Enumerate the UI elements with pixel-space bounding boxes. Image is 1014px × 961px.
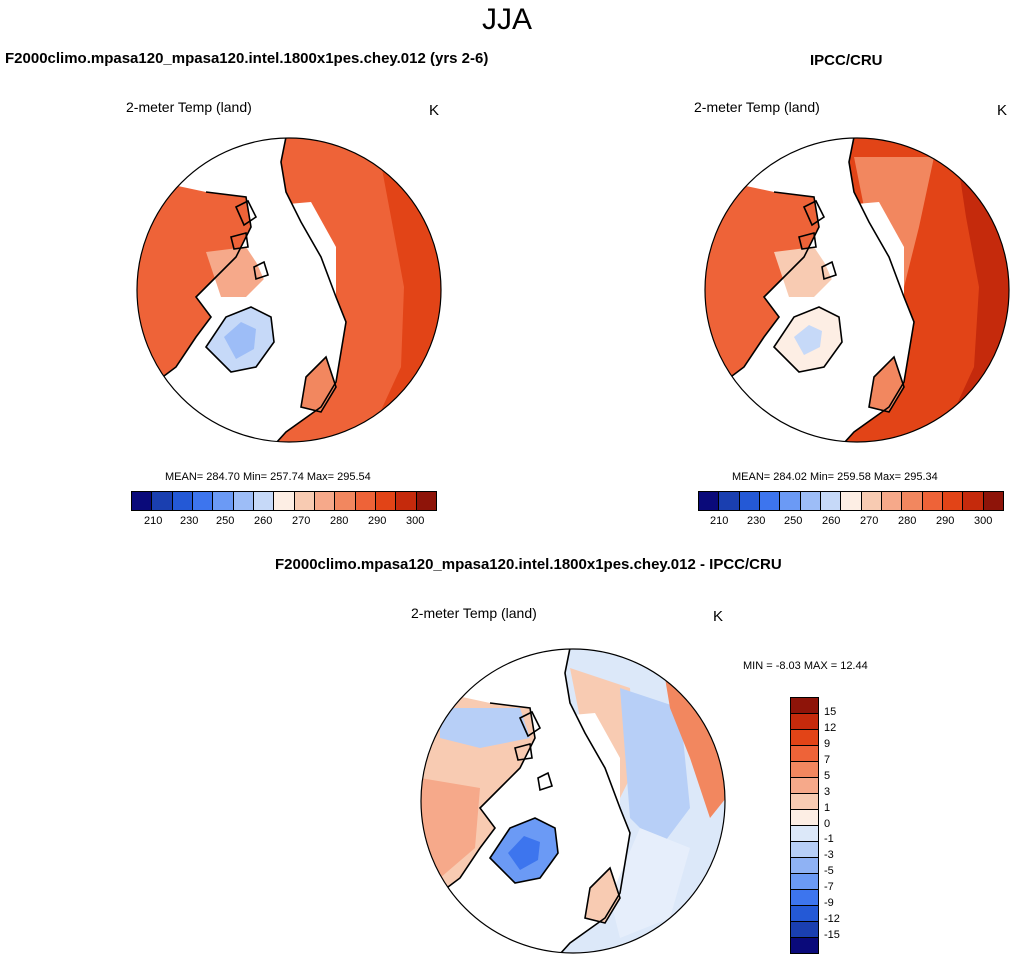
panel2-units: K xyxy=(997,102,1008,119)
colorbar-swatch xyxy=(335,492,356,510)
colorbar-swatch xyxy=(274,492,295,510)
panel3-map xyxy=(420,648,726,954)
panel2-map xyxy=(704,137,1010,443)
panel3-tick: 5 xyxy=(824,769,831,782)
panel1-tick: 290 xyxy=(368,515,387,527)
colorbar-swatch xyxy=(861,492,882,510)
panel3-tick: -15 xyxy=(824,929,840,942)
panel3-tick: -3 xyxy=(824,849,834,862)
north-america-land xyxy=(705,177,819,387)
colorbar-swatch xyxy=(314,492,336,510)
panel3-tick: -5 xyxy=(824,865,834,878)
colorbar-swatch xyxy=(963,492,984,510)
panel1-tick: 230 xyxy=(180,515,199,527)
colorbar-swatch xyxy=(791,810,818,826)
panel2-tick: 300 xyxy=(974,515,993,527)
colorbar-swatch xyxy=(791,874,818,890)
panel3-tick: 12 xyxy=(824,721,837,734)
colorbar-swatch xyxy=(791,746,818,762)
colorbar-swatch xyxy=(791,938,818,953)
colorbar-swatch xyxy=(791,730,818,746)
panel2-tick: 290 xyxy=(936,515,955,527)
colorbar-swatch xyxy=(791,826,818,842)
panel3-tick: 3 xyxy=(824,785,831,798)
panel3-units: K xyxy=(713,608,724,625)
colorbar-swatch xyxy=(791,714,818,730)
colorbar-swatch xyxy=(699,492,720,510)
panel2-colorbar xyxy=(698,491,1004,511)
panel1-units: K xyxy=(429,102,440,119)
colorbar-swatch xyxy=(375,492,397,510)
colorbar-swatch xyxy=(192,492,214,510)
panel3-tick: 9 xyxy=(824,737,831,750)
panel3-tick: -7 xyxy=(824,881,834,894)
panel3-tick: 15 xyxy=(824,705,837,718)
panel3-tick: -1 xyxy=(824,833,834,846)
colorbar-swatch xyxy=(902,492,923,510)
panel2-tick: 270 xyxy=(860,515,879,527)
panel3-tick: -9 xyxy=(824,897,834,910)
colorbar-swatch xyxy=(791,842,818,858)
panel1-tick: 280 xyxy=(330,515,349,527)
colorbar-swatch xyxy=(213,492,234,510)
colorbar-swatch xyxy=(983,492,1003,510)
colorbar-swatch xyxy=(233,492,254,510)
panel2-tick: 230 xyxy=(747,515,766,527)
colorbar-swatch xyxy=(791,762,818,778)
panel2-case-title: IPCC/CRU xyxy=(810,52,883,69)
panel2-plot-title: 2-meter Temp (land) xyxy=(694,99,820,115)
colorbar-swatch xyxy=(791,890,818,906)
panel3-tick: 7 xyxy=(824,753,831,766)
colorbar-swatch xyxy=(396,492,417,510)
colorbar-swatch xyxy=(791,922,818,938)
panel1-stats: MEAN= 284.70 Min= 257.74 Max= 295.54 xyxy=(165,471,371,483)
colorbar-swatch xyxy=(759,492,781,510)
colorbar-swatch xyxy=(253,492,275,510)
colorbar-swatch xyxy=(791,698,818,714)
colorbar-swatch xyxy=(739,492,760,510)
colorbar-swatch xyxy=(355,492,376,510)
panel3-tick: 0 xyxy=(824,817,831,830)
panel1-tick: 270 xyxy=(292,515,311,527)
panel2-tick: 250 xyxy=(784,515,803,527)
colorbar-swatch xyxy=(922,492,943,510)
panel2-tick: 210 xyxy=(710,515,729,527)
panel2-tick: 280 xyxy=(898,515,917,527)
figure-title: JJA xyxy=(481,3,532,36)
panel2-tick: 260 xyxy=(822,515,841,527)
panel3-stats: MIN = -8.03 MAX = 12.44 xyxy=(743,660,868,672)
colorbar-swatch xyxy=(800,492,821,510)
panel3-tick: -12 xyxy=(824,913,840,926)
colorbar-swatch xyxy=(780,492,801,510)
colorbar-swatch xyxy=(719,492,740,510)
panel1-tick: 210 xyxy=(144,515,163,527)
north-america-land xyxy=(137,177,251,387)
panel1-map xyxy=(136,137,442,443)
panel3-colorbar xyxy=(790,697,819,954)
panel1-colorbar xyxy=(131,491,437,511)
colorbar-swatch xyxy=(152,492,173,510)
colorbar-swatch xyxy=(841,492,862,510)
panel1-case-title: F2000climo.mpasa120_mpasa120.intel.1800x… xyxy=(5,50,489,67)
colorbar-swatch xyxy=(172,492,193,510)
panel3-tick: 1 xyxy=(824,801,831,814)
colorbar-swatch xyxy=(294,492,315,510)
colorbar-swatch xyxy=(820,492,842,510)
colorbar-swatch xyxy=(881,492,903,510)
panel3-case-title: F2000climo.mpasa120_mpasa120.intel.1800x… xyxy=(275,556,782,573)
panel2-stats: MEAN= 284.02 Min= 259.58 Max= 295.34 xyxy=(732,471,938,483)
colorbar-swatch xyxy=(791,778,818,794)
panel1-plot-title: 2-meter Temp (land) xyxy=(126,99,252,115)
colorbar-swatch xyxy=(942,492,964,510)
colorbar-swatch xyxy=(791,858,818,874)
panel1-tick: 250 xyxy=(216,515,235,527)
colorbar-swatch xyxy=(416,492,436,510)
panel1-tick: 260 xyxy=(254,515,273,527)
colorbar-swatch xyxy=(791,906,818,922)
panel1-tick: 300 xyxy=(406,515,425,527)
colorbar-swatch xyxy=(132,492,153,510)
colorbar-swatch xyxy=(791,794,818,810)
panel3-plot-title: 2-meter Temp (land) xyxy=(411,605,537,621)
